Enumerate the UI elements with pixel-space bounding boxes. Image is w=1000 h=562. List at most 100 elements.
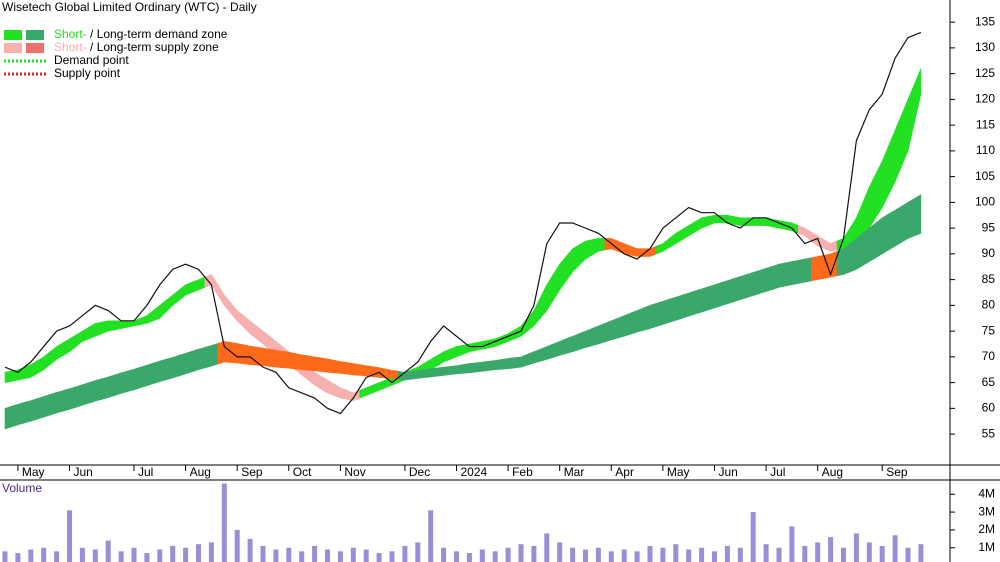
zone-slice	[488, 359, 502, 371]
volume-bar	[247, 538, 253, 562]
legend-swatch	[4, 43, 22, 53]
y-tick-label: 110	[976, 143, 995, 157]
zone-slice	[4, 370, 12, 383]
volume-bar	[441, 547, 447, 562]
volume-bar	[841, 547, 846, 562]
zone-slice	[733, 274, 748, 303]
zone-slice	[282, 350, 296, 370]
volume-bar	[660, 547, 666, 562]
volume-bar	[866, 542, 872, 562]
x-tick-label: May	[667, 465, 690, 479]
volume-bar	[273, 549, 279, 562]
legend-label: Supply point	[54, 66, 121, 80]
volume-bar	[363, 549, 369, 562]
volume-bar	[415, 542, 421, 562]
volume-bar	[918, 544, 924, 562]
volume-bar	[183, 547, 189, 562]
y-tick-label: 75	[982, 323, 996, 337]
x-tick-label: Sep	[886, 465, 908, 479]
volume-bar	[196, 544, 201, 562]
zone-slice	[914, 68, 922, 123]
zone-slice	[810, 254, 825, 282]
volume-bar	[595, 547, 601, 562]
zone-slice	[449, 364, 464, 375]
legend-text: Short-	[54, 40, 87, 54]
volume-bar	[531, 545, 537, 562]
zone-slice	[475, 360, 490, 373]
price-line	[4, 31, 922, 415]
zone-slice	[333, 359, 348, 375]
volume-bar	[350, 547, 356, 562]
volume-bar	[815, 542, 821, 562]
y-tick-label: 135	[975, 14, 995, 28]
volume-bar	[879, 545, 885, 562]
volume-bar	[286, 547, 292, 562]
zone-slice	[140, 362, 154, 389]
x-tick-label: Sep	[241, 465, 263, 479]
volume-bar	[131, 547, 137, 562]
volume-title: Volume	[2, 481, 42, 495]
volume-bar	[325, 549, 330, 562]
y-tick-label: 130	[975, 40, 995, 54]
y-tick-label: 80	[982, 298, 996, 312]
zone-slice	[101, 374, 115, 400]
volume-bar	[454, 551, 459, 562]
volume-bar	[608, 551, 614, 562]
legend-swatch	[26, 30, 44, 40]
volume-bar	[157, 549, 163, 562]
zone-slice	[204, 343, 219, 369]
zone-slice	[411, 369, 425, 380]
y-tick-label: 3M	[978, 504, 995, 518]
y-tick-label: 70	[982, 349, 996, 363]
x-tick-label: Dec	[409, 465, 430, 479]
zone-slice	[153, 358, 167, 385]
zone-slice	[656, 298, 670, 327]
x-tick-label: Aug	[822, 465, 843, 479]
zone-slice	[49, 390, 64, 416]
volume-bar	[686, 549, 692, 562]
volume-bar	[479, 549, 485, 562]
y-tick-label: 85	[982, 272, 996, 286]
volume-bar	[105, 540, 111, 562]
volume-bar	[750, 512, 756, 562]
zone-slice	[36, 394, 51, 420]
volume-bar	[853, 533, 859, 562]
volume-bar	[892, 535, 898, 562]
volume-bar	[699, 547, 705, 562]
zone-slice	[462, 362, 477, 374]
y-tick-label: 115	[976, 117, 995, 131]
x-tick-label: Aug	[190, 465, 211, 479]
x-tick-label: Mar	[564, 465, 585, 479]
x-tick-label: May	[22, 465, 45, 479]
zone-slice	[785, 259, 799, 287]
volume-bar	[712, 551, 717, 562]
legend-label: Short- / Long-term demand zone	[54, 27, 228, 41]
x-tick-label: Jun	[719, 465, 738, 479]
zone-slice	[4, 405, 12, 430]
zone-slice	[24, 398, 38, 424]
volume-bar	[505, 547, 511, 562]
zone-slice	[346, 362, 361, 376]
y-tick-label: 4M	[978, 486, 995, 500]
volume-bar	[570, 547, 576, 562]
zone-slice	[75, 382, 90, 408]
legend-text: Demand point	[54, 53, 129, 67]
volume-bar	[789, 526, 795, 562]
zone-slice	[888, 205, 902, 251]
zone-slice	[191, 346, 206, 373]
zone-slice	[178, 350, 193, 377]
x-tick-label: Feb	[512, 465, 533, 479]
zone-slice	[914, 194, 922, 237]
zone-slice	[62, 386, 77, 412]
y-tick-label: 60	[982, 401, 996, 415]
y-tick-label: 125	[975, 66, 995, 80]
legend-swatch	[4, 30, 22, 40]
zone-slice	[772, 262, 786, 290]
x-tick-label: Jul	[770, 465, 785, 479]
zone-slice	[901, 197, 915, 243]
zone-slice	[501, 357, 515, 370]
x-tick-label: Apr	[615, 465, 634, 479]
volume-bar	[54, 551, 60, 562]
zone-slice	[243, 344, 257, 366]
